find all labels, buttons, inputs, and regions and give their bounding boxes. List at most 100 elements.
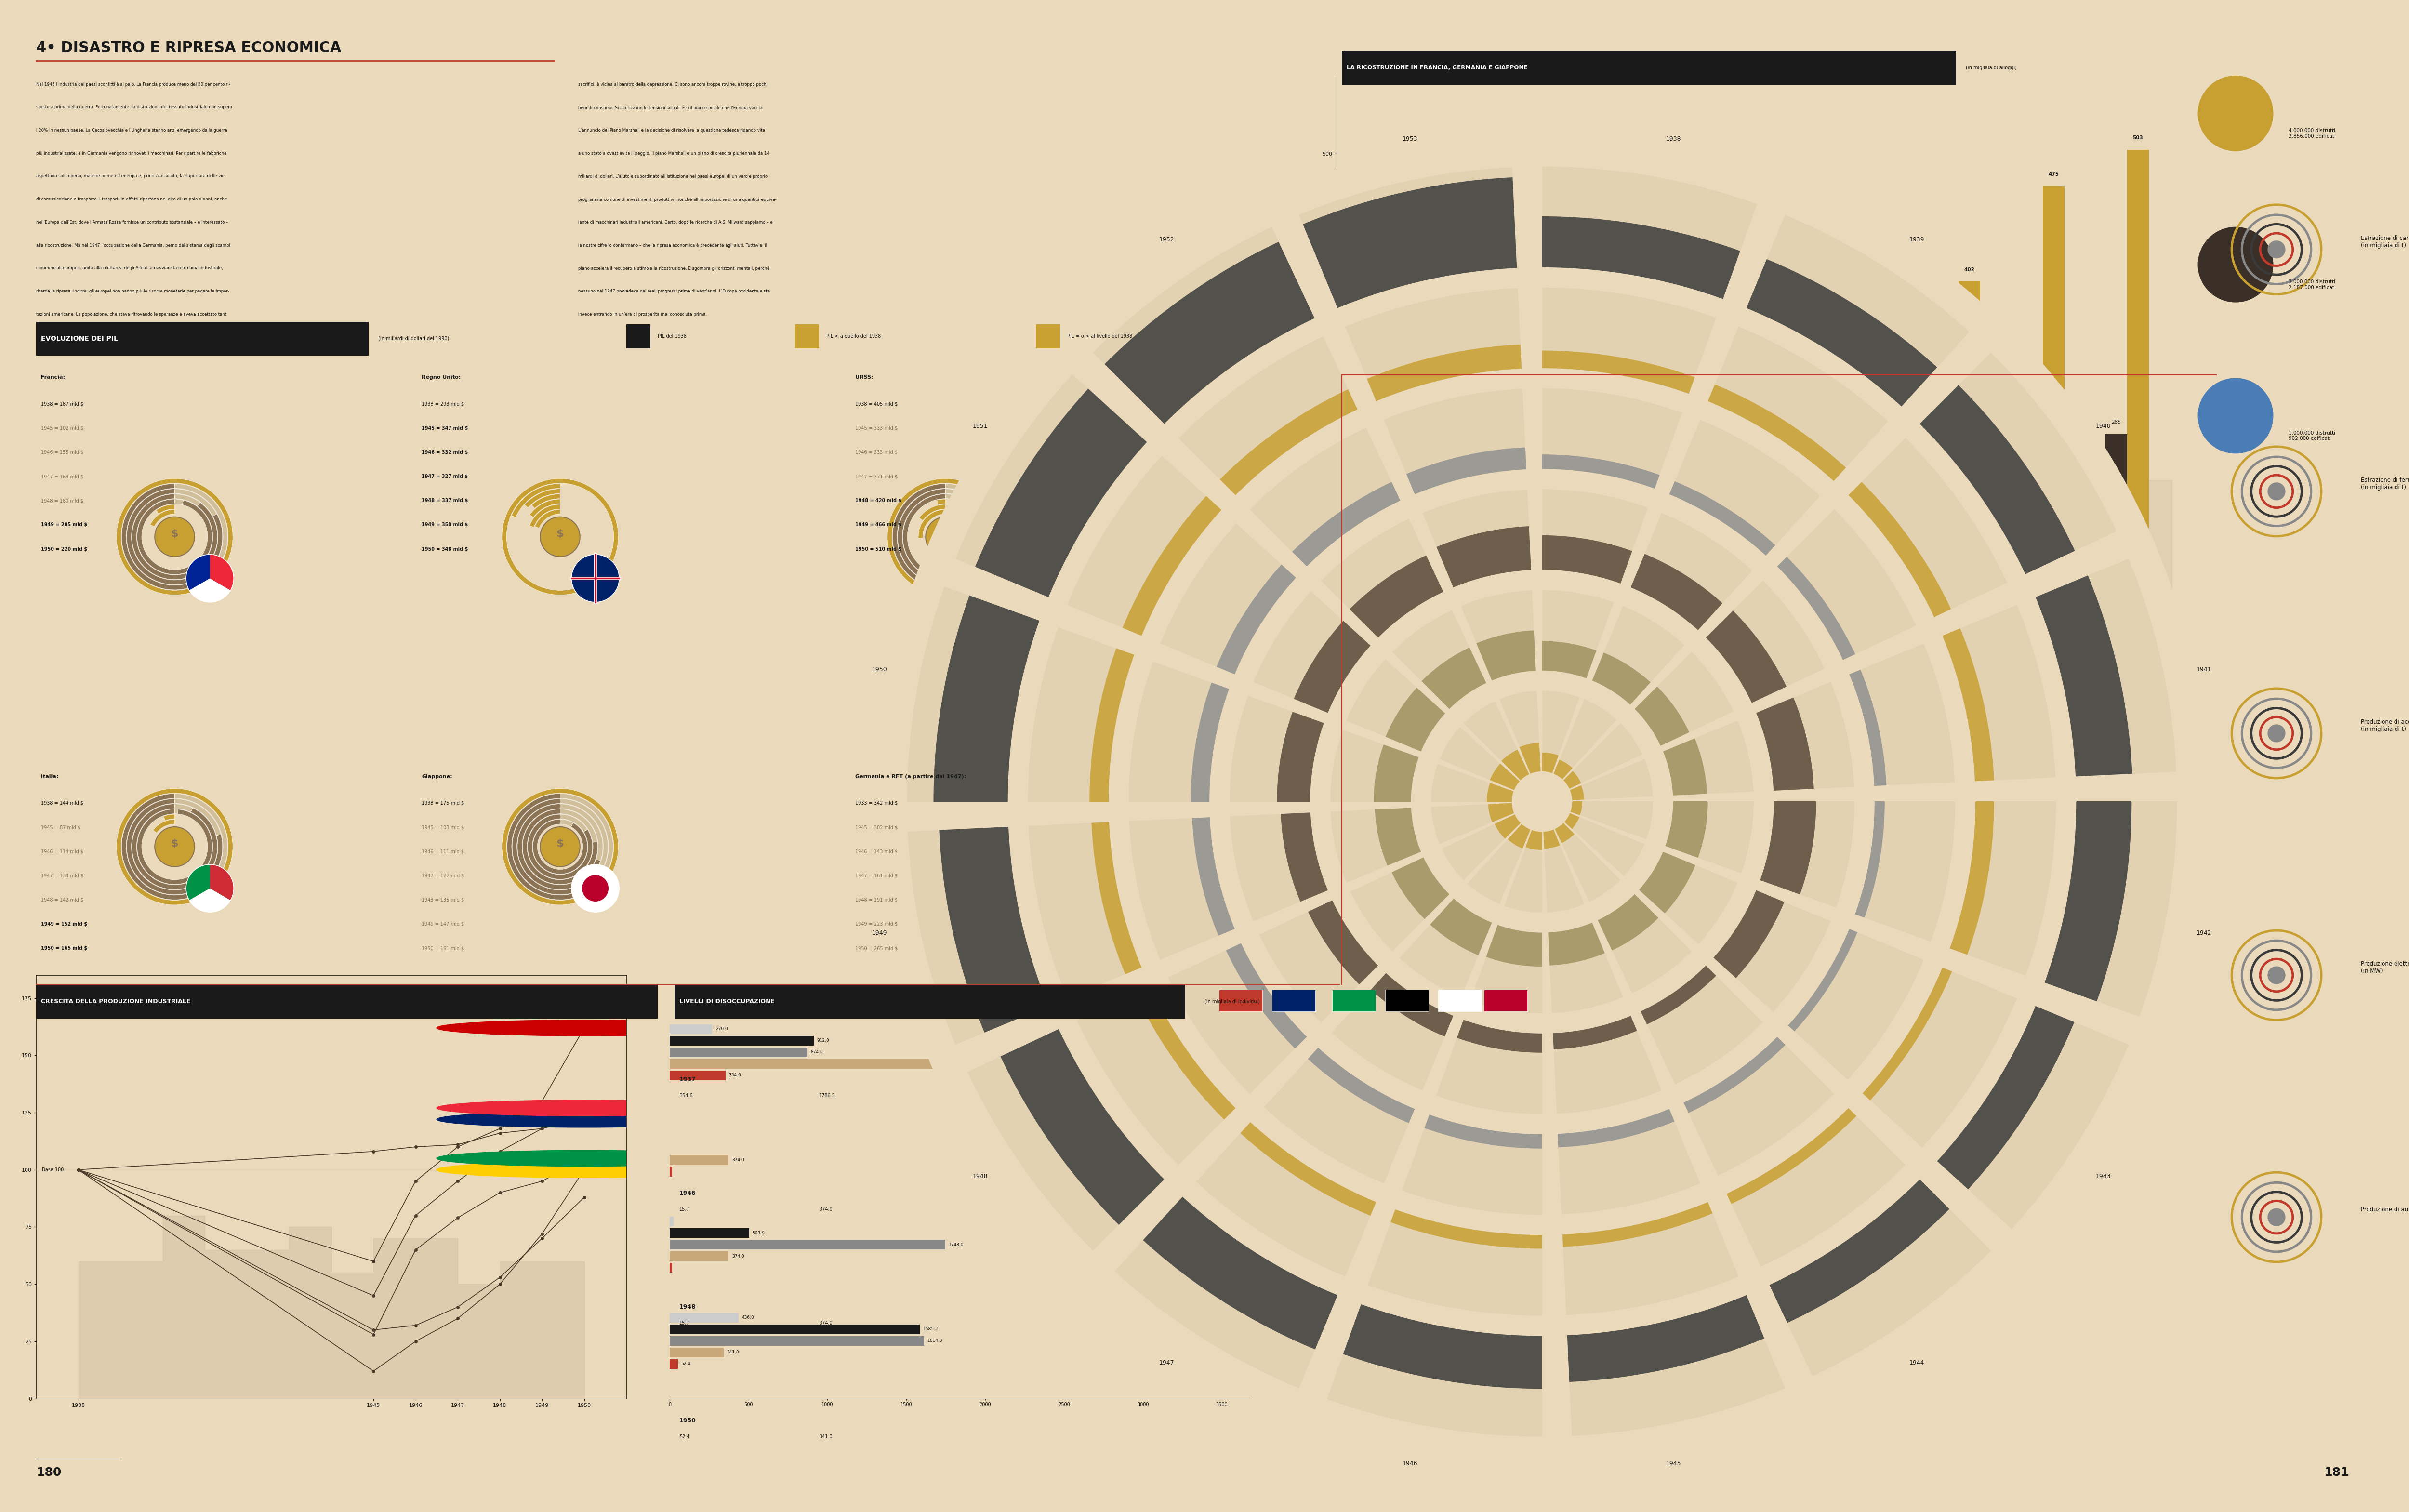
Bar — [1959, 281, 1980, 806]
Text: 1950 = 161 mld $: 1950 = 161 mld $ — [422, 947, 465, 951]
Text: 1943: 1943 — [2096, 1173, 2110, 1179]
Wedge shape — [116, 789, 234, 904]
Circle shape — [2197, 76, 2274, 151]
Wedge shape — [523, 809, 597, 885]
Wedge shape — [149, 510, 176, 526]
Text: 1942: 1942 — [2197, 930, 2211, 936]
Text: 1946: 1946 — [679, 1190, 696, 1196]
Wedge shape — [525, 488, 559, 508]
Wedge shape — [210, 865, 234, 900]
Bar — [670, 1325, 920, 1334]
Wedge shape — [132, 494, 217, 579]
Text: 1947 = 168 mld $: 1947 = 168 mld $ — [41, 475, 84, 479]
Text: 503.9: 503.9 — [752, 1231, 764, 1235]
Text: 52.4: 52.4 — [682, 1362, 691, 1367]
Bar — [670, 1167, 672, 1176]
Wedge shape — [559, 804, 602, 860]
Bar — [670, 1024, 713, 1034]
Wedge shape — [518, 804, 600, 889]
Circle shape — [2267, 482, 2286, 500]
Wedge shape — [920, 505, 944, 520]
Wedge shape — [891, 794, 1000, 900]
Text: 402: 402 — [1963, 268, 1975, 272]
Circle shape — [154, 827, 195, 866]
Text: 1938 = 293 mld $: 1938 = 293 mld $ — [422, 402, 465, 407]
Text: 1945 = 103 mld $: 1945 = 103 mld $ — [422, 826, 465, 830]
Wedge shape — [891, 484, 1000, 590]
Text: 1947 = 134 mld $: 1947 = 134 mld $ — [41, 874, 84, 878]
Text: 354.6: 354.6 — [679, 1093, 694, 1098]
Circle shape — [583, 875, 609, 901]
Wedge shape — [176, 499, 183, 505]
Wedge shape — [530, 499, 559, 517]
Wedge shape — [128, 488, 222, 585]
Text: Nel 1945 l'industria dei paesi sconfitti è al palo. La Francia produce meno del : Nel 1945 l'industria dei paesi sconfitti… — [36, 82, 231, 86]
Text: 1939: 1939 — [1910, 237, 1925, 243]
Text: 1946 = 155 mld $: 1946 = 155 mld $ — [41, 451, 84, 455]
Wedge shape — [210, 555, 234, 590]
Text: $: $ — [942, 529, 949, 538]
Wedge shape — [532, 820, 588, 874]
Text: 1947: 1947 — [1159, 1359, 1173, 1365]
Text: 285: 285 — [2110, 420, 2120, 425]
Text: Regno Unito:: Regno Unito: — [422, 375, 460, 380]
Circle shape — [571, 555, 619, 602]
Wedge shape — [559, 809, 597, 842]
Text: tazioni americane. La popolazione, che stava ritrovando le speranze e aveva acce: tazioni americane. La popolazione, che s… — [36, 311, 229, 316]
Wedge shape — [944, 794, 980, 810]
Text: invece entrando in un'era di prosperità mai conosciuta prima.: invece entrando in un'era di prosperità … — [578, 311, 706, 316]
Text: le nostre cifre lo confermano – che la ripresa economica è precedente agli aiuti: le nostre cifre lo confermano – che la r… — [578, 243, 766, 248]
Text: ★: ★ — [976, 573, 985, 584]
Wedge shape — [887, 479, 1005, 594]
Text: 1949 = 223 mld $: 1949 = 223 mld $ — [855, 922, 899, 927]
Text: 1948 = 420 mld $: 1948 = 420 mld $ — [855, 499, 901, 503]
Circle shape — [185, 865, 234, 912]
Circle shape — [154, 517, 195, 556]
Text: 402: 402 — [1710, 268, 1722, 272]
Wedge shape — [899, 488, 993, 585]
Text: EVOLUZIONE DEI PIL: EVOLUZIONE DEI PIL — [41, 336, 118, 342]
Bar — [670, 1240, 944, 1249]
Text: 1952: 1952 — [1159, 237, 1173, 243]
Text: lente di macchinari industriali americani. Certo, dopo le ricerche di A.S. Milwa: lente di macchinari industriali american… — [578, 221, 773, 224]
Text: 4.000.000 distrutti
2.856.000 edificati: 4.000.000 distrutti 2.856.000 edificati — [2289, 129, 2337, 139]
Text: 1748.0: 1748.0 — [949, 1243, 964, 1247]
Text: CRESCITA DELLA PRODUZIONE INDUSTRIALE: CRESCITA DELLA PRODUZIONE INDUSTRIALE — [41, 998, 190, 1004]
Text: 183: 183 — [1482, 553, 1491, 558]
Text: 181: 181 — [2325, 1467, 2349, 1479]
Wedge shape — [190, 578, 231, 602]
Text: L'annuncio del Piano Marshall e la decisione di risolvere la questione tedesca r: L'annuncio del Piano Marshall e la decis… — [578, 129, 766, 133]
Wedge shape — [887, 789, 1005, 904]
Text: 144: 144 — [1373, 603, 1385, 608]
Text: aspettano solo operai, materie prime ed energia e, priorità assoluta, la riapert: aspettano solo operai, materie prime ed … — [36, 174, 224, 178]
Text: 315: 315 — [1542, 381, 1554, 386]
Text: piano accelera il recupero e stimola la ricostruzione. E sgombra gli orizzonti m: piano accelera il recupero e stimola la … — [578, 266, 768, 271]
Text: 1938: 1938 — [1667, 136, 1681, 142]
Text: URSS:: URSS: — [855, 375, 874, 380]
Bar — [1937, 485, 1959, 806]
Bar — [1515, 767, 1537, 806]
Text: 1946 = 143 mld $: 1946 = 143 mld $ — [855, 850, 899, 854]
Bar — [670, 1155, 728, 1164]
Text: 1950 = 510 mld $: 1950 = 510 mld $ — [855, 547, 901, 552]
Text: 14: 14 — [1438, 773, 1445, 777]
Text: di comunicazione e trasporto. I trasporti in effetti ripartono nel giro di un pa: di comunicazione e trasporto. I trasport… — [36, 197, 226, 201]
Bar — [675, 984, 1185, 1019]
Wedge shape — [120, 794, 207, 900]
Text: 1950 = 265 mld $: 1950 = 265 mld $ — [855, 947, 899, 951]
Bar — [670, 1228, 749, 1238]
Wedge shape — [132, 804, 217, 889]
Bar — [1332, 989, 1376, 1012]
Bar — [1684, 756, 1706, 806]
Text: 1948: 1948 — [973, 1173, 988, 1179]
Text: (in miliardi di dollari del 1990): (in miliardi di dollari del 1990) — [378, 336, 448, 342]
Wedge shape — [980, 877, 1005, 912]
Text: Giappone:: Giappone: — [422, 774, 453, 779]
Wedge shape — [501, 789, 619, 904]
Text: Estrazione di carbone
(in migliaia di t): Estrazione di carbone (in migliaia di t) — [2361, 236, 2409, 248]
Text: 1950 = 220 mld $: 1950 = 220 mld $ — [41, 547, 87, 552]
Circle shape — [2197, 378, 2274, 454]
Text: Italia:: Italia: — [41, 774, 58, 779]
Text: 385: 385 — [1879, 289, 1891, 295]
Text: 1947 = 122 mld $: 1947 = 122 mld $ — [422, 874, 465, 878]
